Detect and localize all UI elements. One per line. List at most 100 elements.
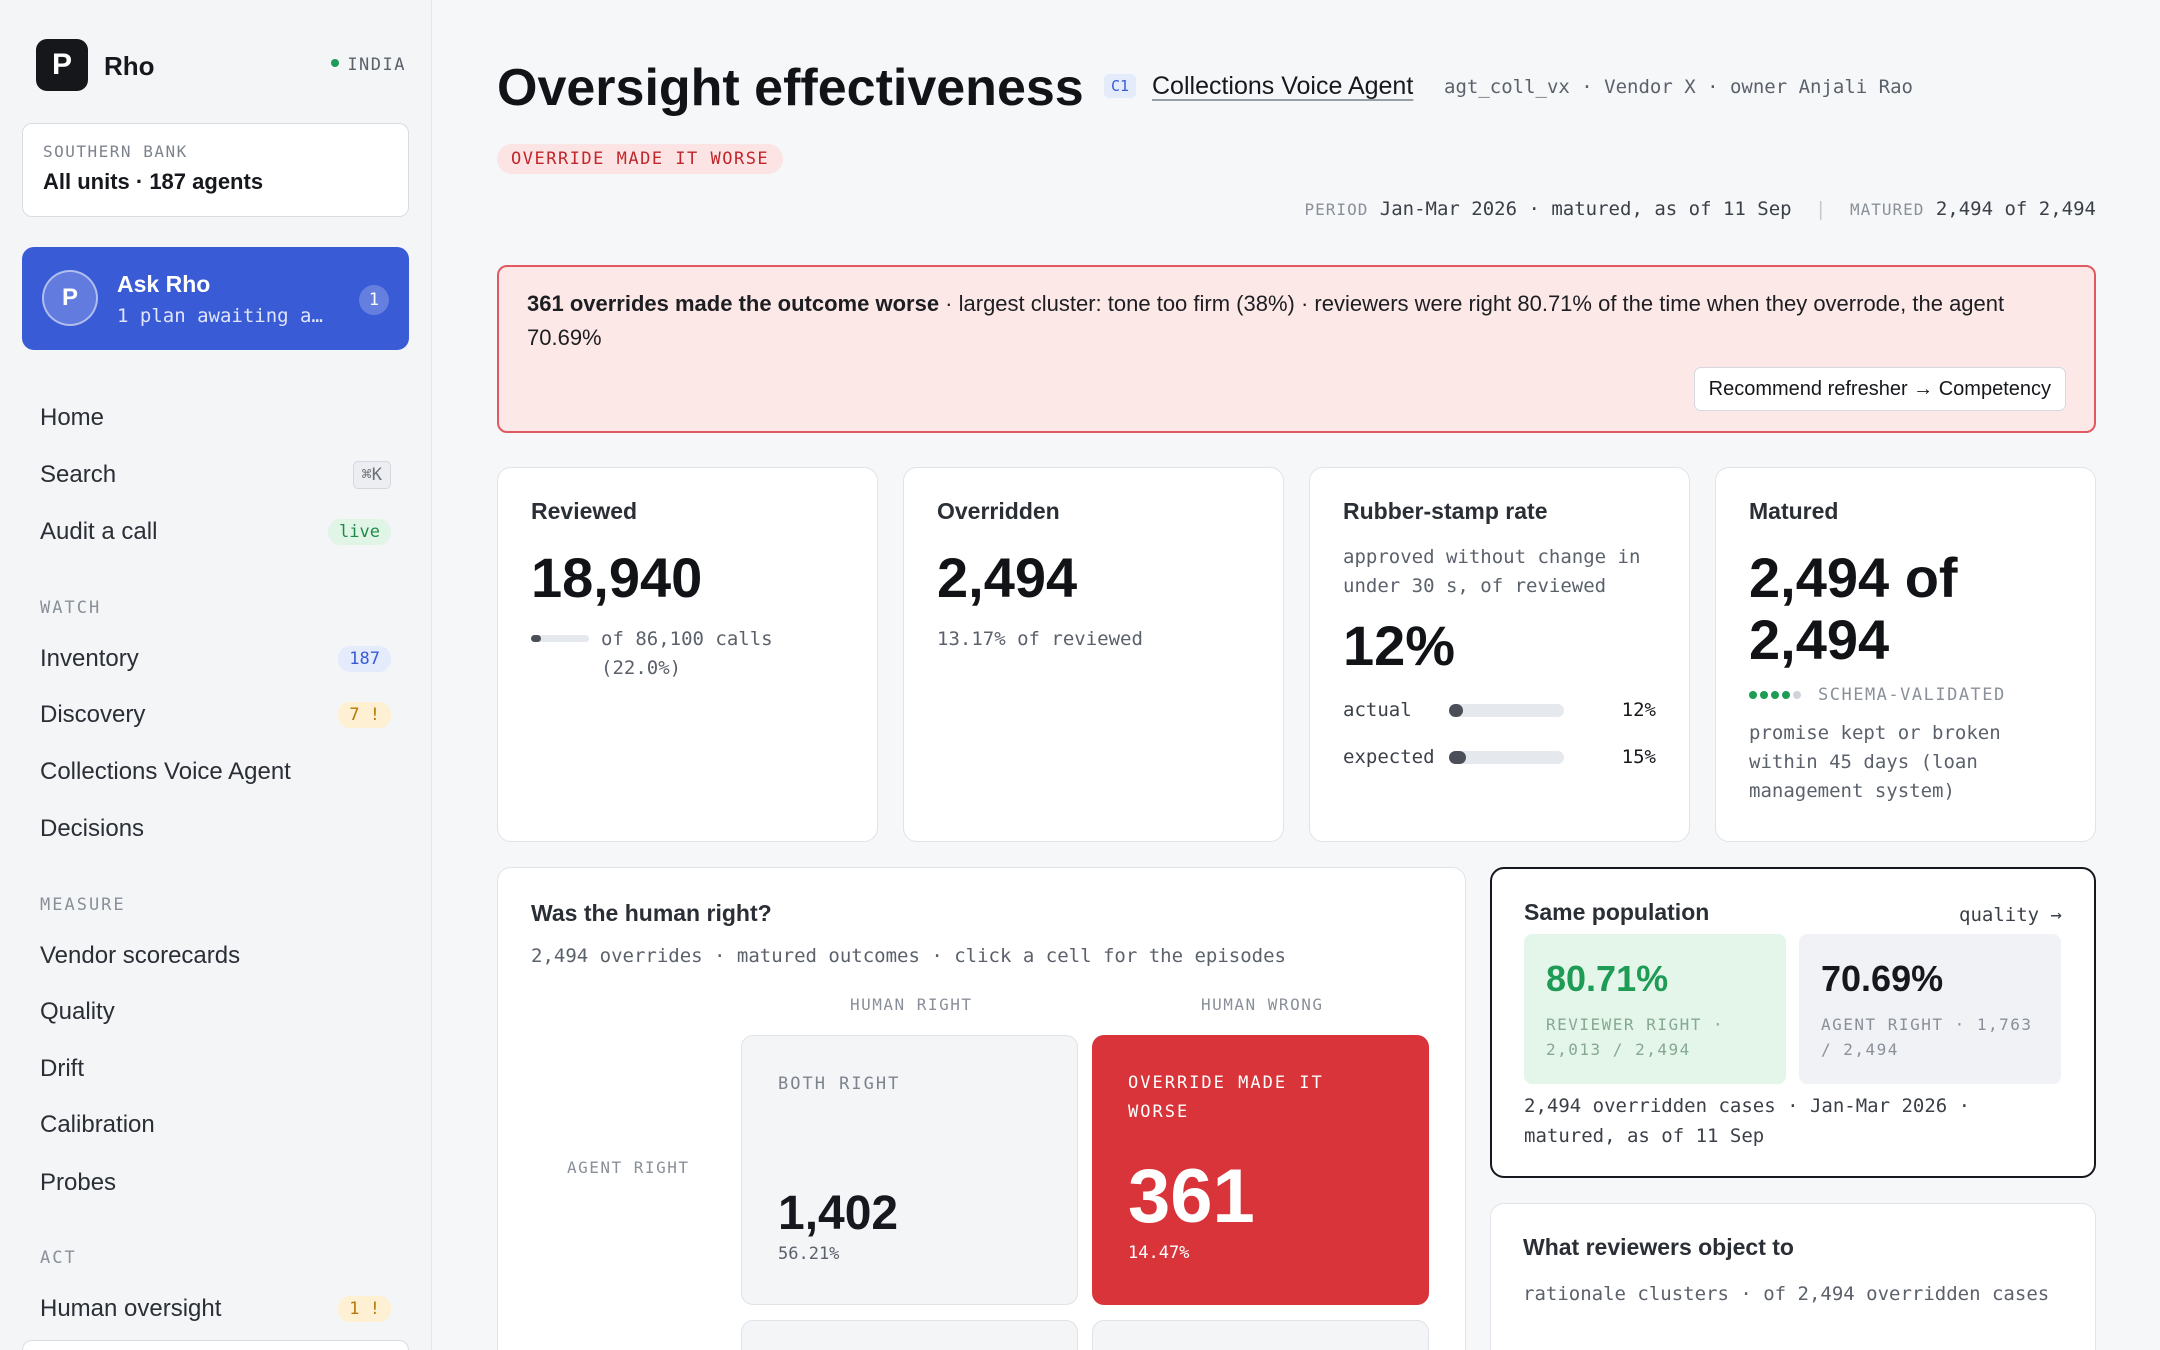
ask-rho-badge: 1 <box>359 285 389 315</box>
nav-section-act: ACT <box>40 1248 77 1268</box>
main-content: Oversight effectiveness C1 Collections V… <box>432 0 2160 1350</box>
matured-value: 2,494 of 2,494 <box>1935 198 2096 220</box>
row-fill <box>1449 750 1467 764</box>
recommend-refresher-button[interactable]: Recommend refresher → Competency <box>1693 367 2066 411</box>
nav-human-oversight[interactable]: Human oversight 1 ! <box>22 1286 409 1332</box>
matured-label: MATURED <box>1849 200 1925 219</box>
cell-override-made-it-worse[interactable]: OVERRIDE MADE IT WORSE 361 14.47% <box>1092 1035 1429 1305</box>
kpi-label: Overridden <box>937 498 1060 524</box>
kpi-note: approved without change in under 30 s, o… <box>1343 546 1641 597</box>
alert-headline: 361 overrides made the outcome worse <box>527 291 940 316</box>
agent-link[interactable]: Collections Voice Agent <box>1152 72 1414 100</box>
row-track <box>1449 750 1564 764</box>
alert-banner: 361 overrides made the outcome worse · l… <box>497 265 2096 433</box>
nav-label: Calibration <box>40 1111 155 1138</box>
reviewed-progress-bar <box>531 635 589 642</box>
period-value: Jan-Mar 2026 · matured, as of 11 Sep <box>1379 198 1792 220</box>
cell-pct: 56.21% <box>778 1244 840 1264</box>
reviewer-right-box: 80.71% REVIEWER RIGHT · 2,013 / 2,494 <box>1524 934 1786 1084</box>
alert-detail: · largest cluster: tone too firm (38%) ·… <box>527 291 2005 350</box>
cell-pct: 14.47% <box>1128 1243 1190 1263</box>
alert-badge: 7 ! <box>338 702 391 728</box>
nav-quality[interactable]: Quality <box>22 989 409 1035</box>
ask-rho-button[interactable]: P Ask Rho 1 plan awaiting a… 1 <box>22 247 409 350</box>
nav-decisions[interactable]: Decisions <box>22 806 409 852</box>
unit-selector[interactable]: SOUTHERN BANK All units · 187 agents <box>22 123 409 217</box>
quality-dot <box>1782 691 1790 699</box>
nav-label: Collections Voice Agent <box>40 758 291 785</box>
kpi-value: 12% <box>1343 614 1456 677</box>
cell-bottom-right[interactable] <box>1092 1320 1429 1350</box>
row-pct: 15% <box>1621 746 1656 768</box>
kpi-value: 18,940 <box>531 546 703 609</box>
brand-name: Rho <box>104 51 155 81</box>
nav-label: Drift <box>40 1055 84 1082</box>
nav-audit-call[interactable]: Audit a call live <box>22 509 409 555</box>
nav-discovery[interactable]: Discovery 7 ! <box>22 692 409 738</box>
nav-probes[interactable]: Probes <box>22 1160 409 1206</box>
quality-link[interactable]: quality → <box>1959 904 2062 926</box>
kpi-value: 2,494 <box>937 546 1078 609</box>
alert-badge: 1 ! <box>338 1296 391 1322</box>
sidebar: P Rho INDIA SOUTHERN BANK All units · 18… <box>0 0 432 1350</box>
same-population-card: Same population quality → 80.71% REVIEWE… <box>1490 867 2096 1178</box>
nav-label: Discovery <box>40 701 146 728</box>
nav-collections-voice-agent[interactable]: Collections Voice Agent <box>22 749 409 795</box>
nav-calibration[interactable]: Calibration <box>22 1102 409 1148</box>
row-fill <box>1449 703 1463 717</box>
objections-title: What reviewers object to <box>1523 1234 1794 1260</box>
nav-label: Quality <box>40 998 115 1025</box>
cell-title: OVERRIDE MADE IT WORSE <box>1128 1073 1324 1122</box>
shortcut-badge: ⌘K <box>352 461 391 489</box>
period-separator: | <box>1815 198 1827 220</box>
rubber-stamp-row-actual: actual 12% <box>1343 695 1656 725</box>
ask-rho-subtitle: 1 plan awaiting a… <box>117 305 323 327</box>
quality-dot <box>1760 691 1768 699</box>
quality-dot <box>1749 691 1757 699</box>
brand[interactable]: P Rho INDIA <box>36 39 406 91</box>
kpi-note: of 86,100 calls (22.0%) <box>601 628 773 679</box>
cell-both-right[interactable]: BOTH RIGHT 1,402 56.21% <box>741 1035 1078 1305</box>
schema-row: SCHEMA-VALIDATED <box>1749 685 2062 705</box>
status-dot-icon <box>331 59 340 67</box>
nav-label: Audit a call <box>40 518 158 545</box>
objections-subtitle: rationale clusters · of 2,494 overridden… <box>1523 1283 2050 1305</box>
cell-value: 1,402 <box>778 1187 899 1240</box>
rho-logo-icon: P <box>36 39 88 91</box>
kpi-note: promise kept or broken within 45 days (l… <box>1749 722 2001 802</box>
kpi-matured: Matured 2,494 of 2,494 SCHEMA-VALIDATED … <box>1715 467 2096 842</box>
kpi-value: 2,494 of 2,494 <box>1749 546 1958 671</box>
region-label: INDIA <box>347 55 406 75</box>
nav-vendor-scorecards[interactable]: Vendor scorecards <box>22 933 409 979</box>
status-badge: OVERRIDE MADE IT WORSE <box>497 144 784 174</box>
reviewed-progress-fill <box>531 635 541 642</box>
nav-home[interactable]: Home <box>22 395 409 441</box>
col-header-human-wrong: HUMAN WRONG <box>1201 995 1324 1014</box>
cell-bottom-left[interactable] <box>741 1320 1078 1350</box>
matrix-title: Was the human right? <box>531 900 772 926</box>
agent-right-value: 70.69% <box>1821 958 1944 999</box>
nav-label: Human oversight <box>40 1295 222 1322</box>
tier-badge: C1 <box>1104 74 1137 98</box>
kpi-label: Reviewed <box>531 498 638 524</box>
nav-label: Home <box>40 404 105 431</box>
ask-rho-avatar-icon: P <box>42 270 98 326</box>
quality-dot <box>1793 691 1801 699</box>
reviewer-right-label: REVIEWER RIGHT · 2,013 / 2,494 <box>1546 1015 1725 1059</box>
row-header-agent-right: AGENT RIGHT <box>567 1158 690 1177</box>
nav-search[interactable]: Search ⌘K <box>22 452 409 498</box>
kpi-note: 13.17% of reviewed <box>937 628 1143 650</box>
nav-inventory[interactable]: Inventory 187 <box>22 636 409 682</box>
nav-active-item[interactable] <box>22 1340 409 1350</box>
nav-drift[interactable]: Drift <box>22 1046 409 1092</box>
cell-value: 361 <box>1128 1154 1255 1239</box>
quality-dots-icon <box>1749 686 1804 704</box>
ask-rho-title: Ask Rho <box>117 271 211 297</box>
region-indicator[interactable]: INDIA <box>331 55 406 75</box>
unit-value: All units · 187 agents <box>43 169 264 194</box>
kpi-note-row: of 86,100 calls (22.0%) <box>531 625 844 683</box>
nav-label: Probes <box>40 1169 117 1196</box>
population-footer: 2,494 overridden cases · Jan-Mar 2026 · … <box>1524 1095 1971 1147</box>
objections-card: What reviewers object to rationale clust… <box>1490 1203 2096 1350</box>
override-matrix-card: Was the human right? 2,494 overrides · m… <box>497 867 1466 1350</box>
